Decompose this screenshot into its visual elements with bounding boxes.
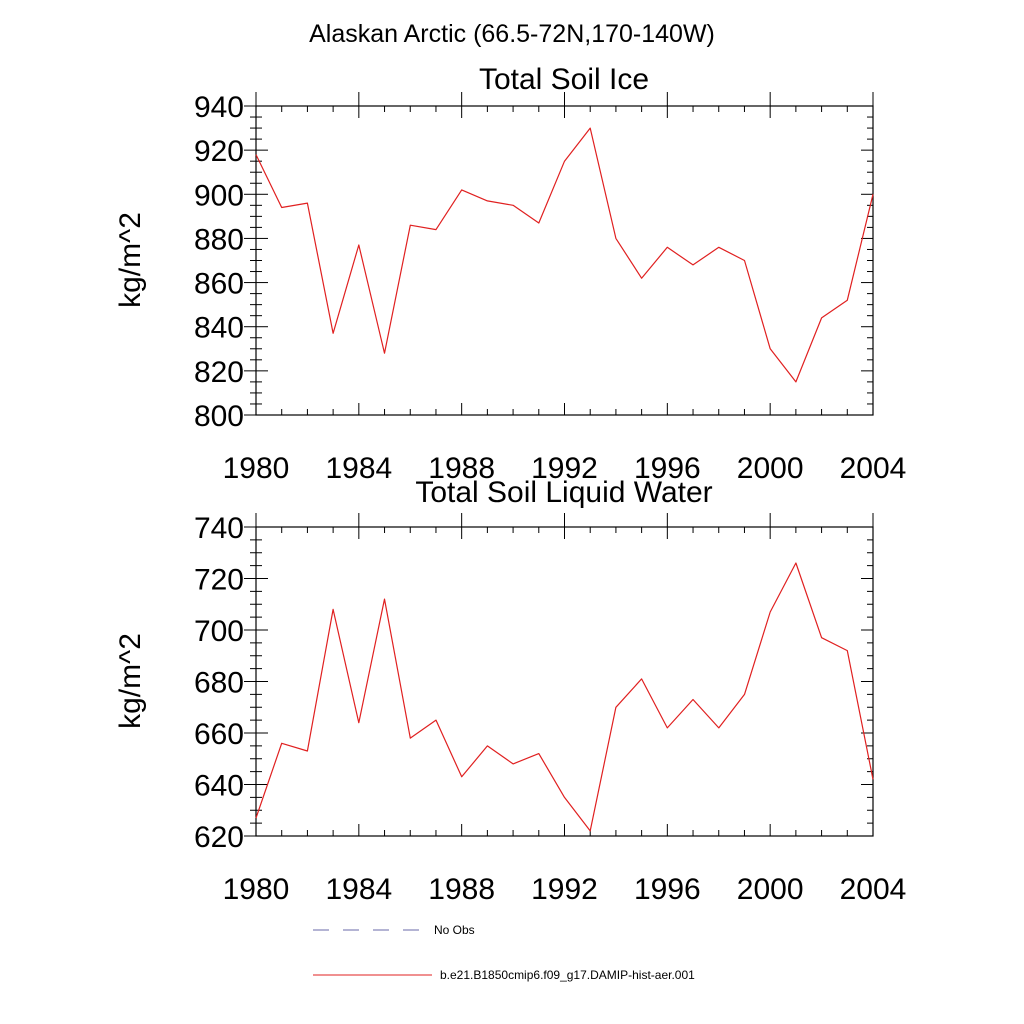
x-tick-label: 1980	[223, 873, 290, 906]
y-tick-label: 640	[194, 770, 244, 803]
panel-title: Total Soil Ice	[479, 63, 649, 96]
y-tick-label: 940	[194, 91, 244, 124]
y-tick-label: 740	[194, 512, 244, 545]
x-tick-label: 2004	[840, 452, 907, 485]
y-axis-label: kg/m^2	[114, 212, 147, 308]
series-line	[255, 127, 874, 383]
plot-frame	[255, 105, 874, 416]
axis-ticks: 1980 1984 1988 1992 1996 2000 2004 800 820 840 860…	[194, 91, 906, 485]
x-tick-label: 2000	[737, 452, 804, 485]
y-axis-label: kg/m^2	[114, 633, 147, 729]
legend-label-no-obs: No Obs	[434, 923, 475, 937]
y-tick-label: 920	[194, 135, 244, 168]
series-line	[255, 562, 874, 832]
x-tick-label: 1984	[325, 873, 392, 906]
x-tick-label: 1996	[634, 452, 701, 485]
x-tick-label: 2000	[737, 873, 804, 906]
y-tick-label: 680	[194, 667, 244, 700]
series-group	[255, 127, 874, 383]
figure-title: Alaskan Arctic (66.5-72N,170-140W)	[309, 20, 715, 48]
x-tick-label: 1996	[634, 873, 701, 906]
x-tick-label: 1992	[531, 873, 598, 906]
series-group	[255, 562, 874, 832]
x-tick-label: 1984	[325, 452, 392, 485]
panel-total-soil-ice: Total Soil Ice kg/m^2 1980 1984 1988 1992 19…	[114, 63, 906, 485]
plot-frame	[255, 526, 874, 837]
panel-total-soil-liquid-water: Total Soil Liquid Water kg/m^2 1980 1984 1…	[114, 476, 906, 906]
y-tick-label: 620	[194, 821, 244, 854]
x-tick-label: 2004	[840, 873, 907, 906]
x-tick-label: 1988	[428, 452, 495, 485]
y-tick-label: 860	[194, 268, 244, 301]
y-tick-label: 660	[194, 718, 244, 751]
axis-ticks: 1980 1984 1988 1992 1996 2000 2004 620 640 660 680…	[194, 512, 906, 906]
x-tick-label: 1980	[223, 452, 290, 485]
panel-title: Total Soil Liquid Water	[415, 476, 712, 509]
y-tick-label: 700	[194, 615, 244, 648]
x-tick-label: 1992	[531, 452, 598, 485]
y-tick-label: 820	[194, 356, 244, 389]
y-tick-label: 880	[194, 223, 244, 256]
x-tick-label: 1988	[428, 873, 495, 906]
legend: No Obs b.e21.B1850cmip6.f09_g17.DAMIP-hi…	[313, 923, 695, 982]
legend-label-model: b.e21.B1850cmip6.f09_g17.DAMIP-hist-aer.…	[440, 968, 695, 982]
y-tick-label: 800	[194, 400, 244, 433]
y-tick-label: 840	[194, 312, 244, 345]
y-tick-label: 720	[194, 564, 244, 597]
y-tick-label: 900	[194, 179, 244, 212]
